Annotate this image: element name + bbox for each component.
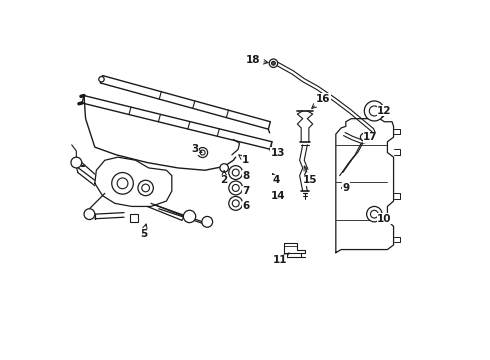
Text: 13: 13 xyxy=(271,148,285,158)
Circle shape xyxy=(369,106,379,116)
Circle shape xyxy=(271,61,275,65)
Text: 1: 1 xyxy=(239,155,249,165)
Circle shape xyxy=(71,157,82,168)
Circle shape xyxy=(117,178,128,189)
Text: 2: 2 xyxy=(220,171,228,185)
Text: 18: 18 xyxy=(246,55,268,65)
Text: 16: 16 xyxy=(312,94,330,108)
Circle shape xyxy=(367,206,382,222)
Circle shape xyxy=(269,59,278,67)
Circle shape xyxy=(84,209,95,220)
Circle shape xyxy=(138,180,153,195)
Circle shape xyxy=(232,200,239,207)
Text: 12: 12 xyxy=(377,106,392,118)
Text: 6: 6 xyxy=(242,202,249,211)
Circle shape xyxy=(202,216,213,227)
Bar xyxy=(130,214,138,222)
Circle shape xyxy=(361,133,368,141)
Text: 5: 5 xyxy=(140,224,147,239)
Circle shape xyxy=(229,181,243,195)
Text: 10: 10 xyxy=(377,214,392,224)
Text: 11: 11 xyxy=(272,253,289,265)
Circle shape xyxy=(112,172,133,194)
Circle shape xyxy=(232,184,239,192)
Circle shape xyxy=(183,210,196,222)
Circle shape xyxy=(197,148,208,158)
Circle shape xyxy=(220,164,228,172)
Circle shape xyxy=(232,169,239,176)
Text: 3: 3 xyxy=(191,144,202,154)
Text: 17: 17 xyxy=(363,132,378,142)
Circle shape xyxy=(364,101,384,121)
Text: 4: 4 xyxy=(272,174,280,185)
Text: 15: 15 xyxy=(303,166,318,185)
Text: 7: 7 xyxy=(242,186,249,196)
Circle shape xyxy=(99,77,104,82)
Circle shape xyxy=(200,150,205,155)
Text: 14: 14 xyxy=(271,191,285,201)
Circle shape xyxy=(229,197,243,210)
Circle shape xyxy=(370,210,378,218)
Circle shape xyxy=(229,166,243,180)
Text: 9: 9 xyxy=(342,183,349,193)
Circle shape xyxy=(142,184,149,192)
Text: 8: 8 xyxy=(242,171,249,181)
